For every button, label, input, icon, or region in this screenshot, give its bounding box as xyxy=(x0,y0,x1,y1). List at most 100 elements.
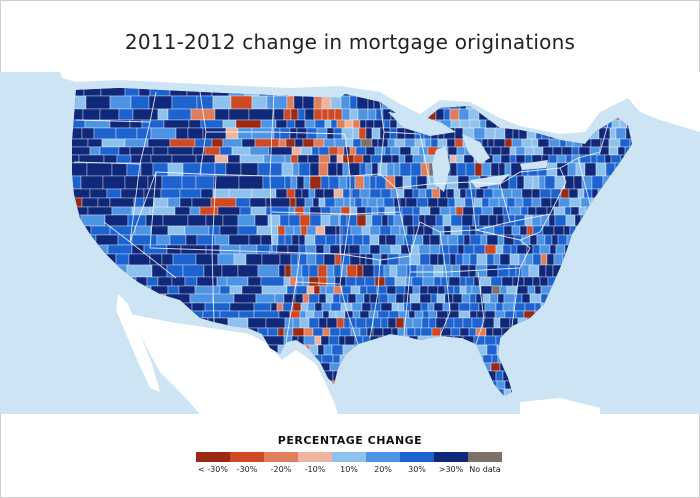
county-cell xyxy=(126,264,153,278)
county-cell xyxy=(556,293,566,304)
county-cell xyxy=(592,335,601,346)
county-cell xyxy=(540,370,550,382)
county-cell xyxy=(327,108,336,121)
county-cell xyxy=(296,127,308,140)
county-cell xyxy=(149,88,171,97)
county-cell xyxy=(399,335,410,346)
county-cell xyxy=(167,225,186,236)
county-cell xyxy=(254,214,269,227)
county-cell xyxy=(90,310,105,319)
county-cell xyxy=(604,395,613,396)
county-cell xyxy=(582,244,595,255)
county-cell xyxy=(140,162,154,177)
county-cell xyxy=(497,264,510,278)
county-cell xyxy=(291,146,302,156)
county-cell xyxy=(136,127,152,140)
county-cell xyxy=(598,380,606,390)
county-cell xyxy=(306,253,317,266)
county-cell xyxy=(175,127,189,140)
county-cell xyxy=(535,206,548,216)
county-cell xyxy=(369,225,381,236)
county-cell xyxy=(298,162,311,177)
county-cell xyxy=(442,264,453,278)
county-cell xyxy=(235,197,251,208)
county-cell xyxy=(412,188,420,199)
county-cell xyxy=(342,344,355,356)
county-cell xyxy=(544,175,556,190)
county-cell xyxy=(581,138,592,148)
county-cell xyxy=(359,244,371,255)
county-cell xyxy=(569,302,577,312)
county-cell xyxy=(352,119,361,129)
county-cell xyxy=(72,225,92,236)
county-cell xyxy=(549,244,557,255)
county-cell xyxy=(529,234,538,246)
county-cell xyxy=(255,293,276,304)
county-cell xyxy=(380,188,392,199)
county-cell xyxy=(72,95,87,110)
county-cell xyxy=(371,214,383,227)
county-cell xyxy=(318,276,328,287)
county-cell xyxy=(611,175,619,190)
county-cell xyxy=(617,264,630,278)
county-cell xyxy=(490,276,503,287)
county-cell xyxy=(354,370,366,382)
county-cell xyxy=(318,88,329,97)
county-cell xyxy=(323,138,336,148)
county-cell xyxy=(561,327,573,337)
county-cell xyxy=(550,188,562,199)
county-cell xyxy=(90,225,111,236)
county-cell xyxy=(557,285,570,295)
county-cell xyxy=(631,327,632,337)
county-cell xyxy=(283,276,291,287)
county-cell xyxy=(406,354,417,364)
county-cell xyxy=(585,327,597,337)
county-cell xyxy=(313,285,321,295)
county-cell xyxy=(585,335,594,346)
county-cell xyxy=(617,253,626,266)
county-cell xyxy=(343,388,353,396)
county-cell xyxy=(427,302,435,312)
county-cell xyxy=(365,127,373,140)
county-cell xyxy=(587,214,597,227)
county-cell xyxy=(143,244,168,255)
county-cell xyxy=(337,146,345,156)
county-cell xyxy=(419,253,431,266)
county-cell xyxy=(290,154,299,164)
county-cell xyxy=(555,244,566,255)
county-cell xyxy=(627,395,632,396)
county-cell xyxy=(257,264,280,278)
county-cell xyxy=(284,234,293,246)
county-cell xyxy=(558,354,567,364)
county-cell xyxy=(521,264,530,278)
county-cell xyxy=(590,197,603,208)
county-cell xyxy=(418,244,431,255)
county-cell xyxy=(537,354,546,364)
county-cell xyxy=(422,234,431,246)
legend-swatch xyxy=(332,452,366,462)
county-cell xyxy=(532,244,541,255)
county-cell xyxy=(330,302,342,312)
county-cell xyxy=(492,188,503,199)
county-cell xyxy=(301,264,310,278)
county-cell xyxy=(514,197,524,208)
county-cell xyxy=(355,317,367,329)
county-cell xyxy=(109,197,135,208)
county-cell xyxy=(554,327,563,337)
county-cell xyxy=(349,146,357,156)
county-cell xyxy=(588,302,597,312)
county-cell xyxy=(356,214,367,227)
county-cell xyxy=(295,197,306,208)
county-cell xyxy=(356,264,364,278)
county-cell xyxy=(385,335,394,346)
county-cell xyxy=(267,214,281,227)
county-cell xyxy=(454,127,464,140)
county-cell xyxy=(532,225,544,236)
county-cell xyxy=(156,234,171,246)
county-cell xyxy=(109,95,132,110)
county-cell xyxy=(327,162,338,177)
county-cell xyxy=(326,276,336,287)
county-cell xyxy=(498,162,506,177)
county-cell xyxy=(72,108,84,121)
county-cell xyxy=(482,354,493,364)
